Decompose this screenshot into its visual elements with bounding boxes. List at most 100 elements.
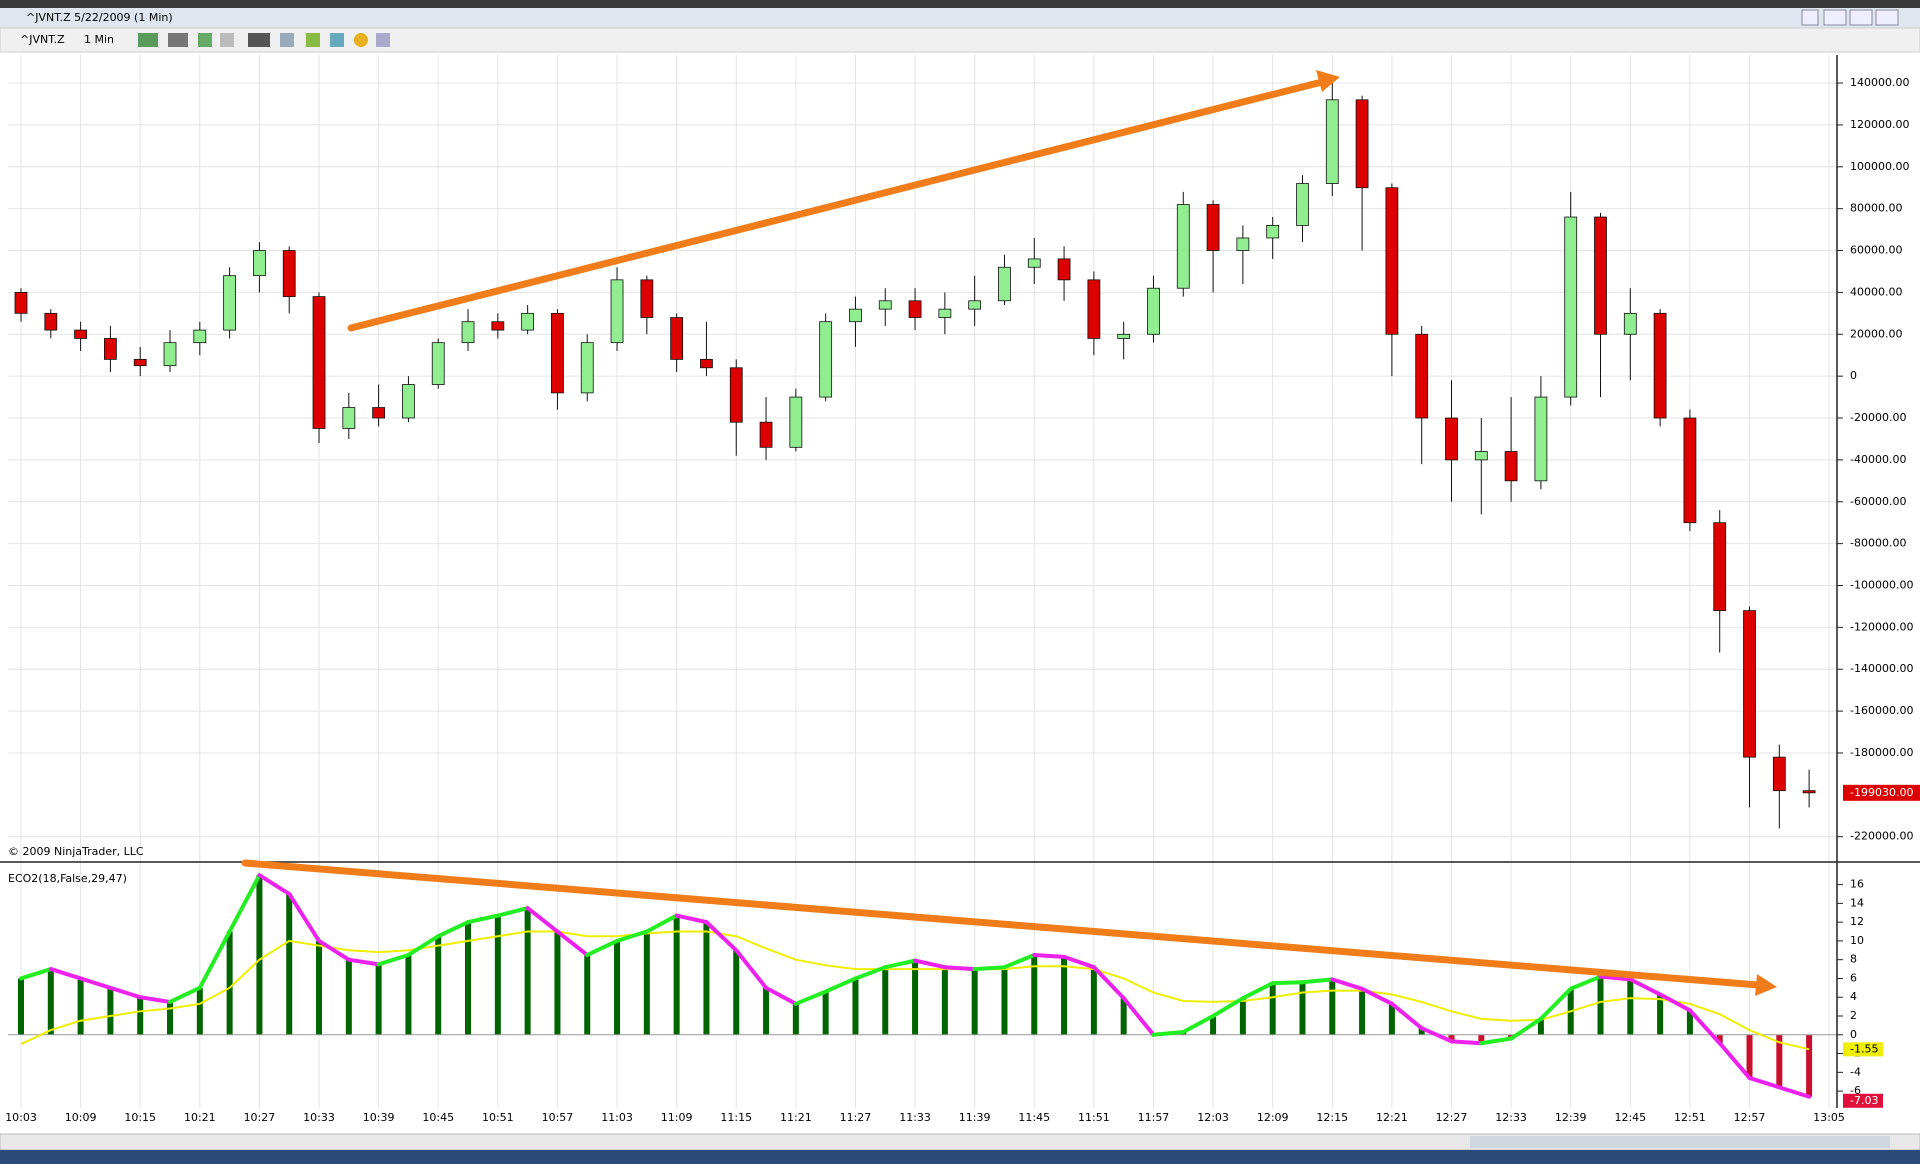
host-menubar	[0, 0, 1920, 8]
arrow-annotation	[241, 70, 1777, 996]
histogram-bar	[375, 964, 382, 1035]
eco-line-segment	[1181, 1014, 1216, 1034]
histogram-bar	[107, 987, 114, 1035]
y-tick-label: 0	[1850, 1028, 1857, 1041]
eco-line-segment	[138, 995, 173, 1004]
candle-body	[1653, 312, 1667, 419]
eco-line-segment	[972, 965, 1007, 972]
candle-body	[640, 279, 654, 318]
candle-body	[74, 329, 88, 339]
histogram-bar	[167, 1001, 174, 1035]
histogram-bar	[256, 875, 263, 1035]
crosshair-button[interactable]	[248, 33, 270, 47]
candle-body	[849, 308, 862, 323]
maximize-button[interactable]	[1849, 9, 1873, 26]
interval-selector[interactable]: 1 Min	[84, 33, 114, 46]
minimize-button[interactable]	[1823, 9, 1847, 26]
eco-line-segment	[615, 929, 649, 943]
histogram-bar	[673, 915, 680, 1035]
histogram-bar	[1359, 988, 1366, 1035]
candle-body	[342, 407, 356, 429]
candle-body	[1594, 216, 1607, 335]
scroll-thumb[interactable]	[1470, 1136, 1890, 1148]
trade-button[interactable]	[354, 33, 368, 47]
candle-body	[1385, 187, 1399, 335]
histogram-bar	[941, 967, 948, 1035]
candle-body	[1504, 451, 1518, 482]
x-tick-label: 10:27	[244, 1111, 276, 1124]
candle-body	[1355, 99, 1369, 189]
x-tick-label: 11:45	[1018, 1111, 1050, 1124]
histogram-bar	[703, 922, 710, 1035]
histogram-bar	[1388, 1003, 1395, 1035]
plot-area: 10:03 10:09 10:15 10:21 10:27 10:33 10:39 10:45…	[5, 55, 1920, 1124]
eco-line-segment	[525, 906, 560, 934]
x-tick-label: 10:39	[363, 1111, 395, 1124]
y-tick-label: -140000.00	[1850, 662, 1913, 675]
candle-body	[461, 321, 475, 344]
eco-line-segment	[346, 957, 381, 967]
eco-line-segment	[1479, 1036, 1514, 1046]
candle-body	[1772, 756, 1786, 792]
eco-line-segment	[1002, 952, 1037, 970]
candle-body	[521, 312, 535, 331]
histogram-bar	[912, 960, 919, 1035]
zoom-out-button[interactable]	[220, 33, 234, 47]
zoom-in-button[interactable]	[198, 33, 212, 47]
candle-body	[610, 279, 624, 344]
eco-line-segment	[1449, 1039, 1484, 1046]
x-tick-label: 11:03	[601, 1111, 633, 1124]
eco-line-segment	[1509, 1016, 1543, 1041]
histogram-bar	[971, 969, 978, 1035]
x-tick-label: 10:51	[482, 1111, 514, 1124]
histogram-bar	[1686, 1010, 1693, 1035]
histogram-bar	[1120, 998, 1127, 1035]
candle-body	[580, 342, 594, 394]
histogram-bar	[316, 940, 323, 1035]
candle-body	[372, 407, 386, 419]
eco-line-segment	[227, 873, 262, 934]
help-button[interactable]	[1801, 9, 1819, 26]
eco-line-segment	[1091, 965, 1126, 1001]
eco-line-segment	[48, 967, 83, 981]
histogram-bar	[345, 959, 352, 1035]
draw-button[interactable]	[168, 33, 188, 47]
eco-line-segment	[674, 913, 709, 925]
indicator-title: ECO2(18,False,29,47)	[8, 872, 127, 885]
eco-line-segment	[466, 913, 500, 925]
data-box-button[interactable]	[376, 33, 390, 47]
x-tick-label: 12:51	[1674, 1111, 1706, 1124]
histogram-bar	[1329, 979, 1336, 1035]
histogram-bar	[554, 931, 561, 1035]
candle-body	[1236, 237, 1250, 251]
bar-type-button[interactable]	[138, 33, 158, 47]
indicators-button[interactable]	[306, 33, 320, 47]
instrument-selector[interactable]: ^JVNT.Z	[20, 33, 65, 46]
histogram-bar	[1716, 1034, 1723, 1044]
eco-line-segment	[197, 929, 232, 990]
histogram-bar	[1418, 1028, 1425, 1035]
strategies-button[interactable]	[330, 33, 344, 47]
y-tick-label: -6	[1850, 1084, 1861, 1097]
candle-body	[938, 308, 952, 318]
eco-line-segment	[734, 948, 769, 990]
last-value-label: -1.55	[1850, 1042, 1878, 1055]
candle-body	[1117, 333, 1131, 339]
x-tick-label: 12:57	[1734, 1111, 1766, 1124]
x-tick-label: 11:57	[1138, 1111, 1170, 1124]
candle-body	[1296, 183, 1309, 226]
candle-body	[1623, 312, 1637, 335]
y-tick-label: 120000.00	[1850, 118, 1910, 131]
eco-line-segment	[257, 873, 292, 896]
eco-line-segment	[1538, 986, 1573, 1021]
eco-line-segment	[585, 938, 620, 957]
properties-button[interactable]	[280, 33, 294, 47]
candle-body	[1713, 522, 1727, 612]
candle-body	[1325, 99, 1339, 184]
histogram-bar	[196, 987, 203, 1035]
close-button[interactable]	[1875, 9, 1899, 26]
candle-body	[223, 275, 237, 331]
candle-body	[193, 329, 207, 344]
